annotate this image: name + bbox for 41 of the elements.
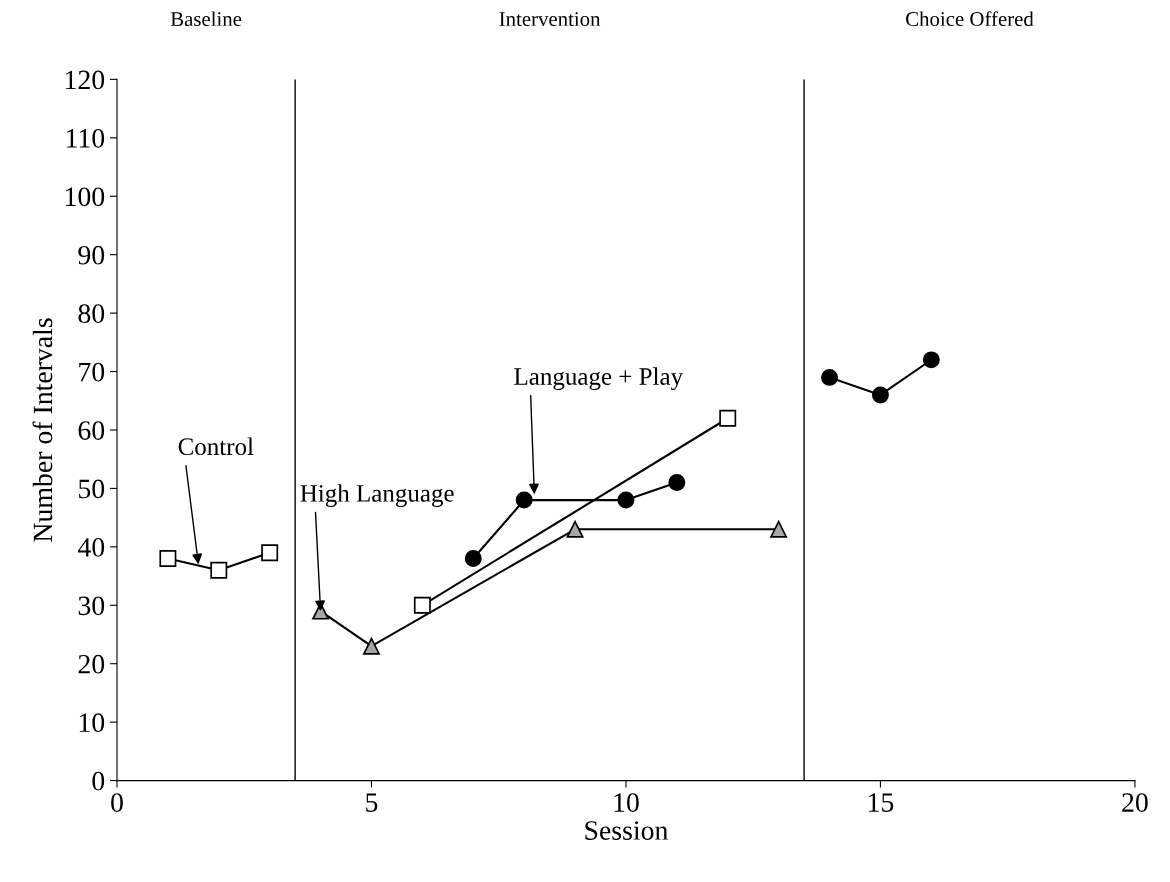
- y-tick-label: 120: [65, 70, 105, 90]
- text: Baseline: [170, 11, 242, 27]
- y-tick-label: 80: [78, 304, 105, 324]
- y-tick-label: 20: [78, 654, 105, 674]
- point: [719, 409, 737, 427]
- y-tick-label: 70: [79, 362, 105, 382]
- point: [871, 386, 889, 404]
- y-tick-label: 40: [77, 538, 105, 557]
- y-tick-label: 60: [78, 421, 105, 440]
- annotation: High Language: [300, 484, 454, 507]
- point: [515, 491, 533, 509]
- text: Choice Offered: [906, 11, 1034, 27]
- text: Intervention: [499, 12, 601, 27]
- point: [413, 596, 431, 614]
- x-tick-label: 5: [366, 793, 378, 812]
- x-tick-label: 0: [111, 793, 123, 812]
- y-tick-label: 90: [78, 245, 105, 265]
- point: [159, 550, 177, 568]
- point: [617, 491, 635, 509]
- point: [464, 550, 482, 568]
- point: [261, 544, 279, 562]
- y-tick-label: 100: [65, 187, 105, 207]
- point: [770, 520, 788, 538]
- point: [821, 368, 839, 386]
- point: [363, 637, 380, 655]
- point: [668, 474, 686, 492]
- x-tick-label: 10: [614, 793, 639, 812]
- y-tick-label: 10: [79, 713, 105, 733]
- y-tick-label: 0: [92, 771, 105, 791]
- x-tick-label: 15: [868, 793, 894, 812]
- y-tick-label: 110: [67, 128, 105, 148]
- annotation: Control: [178, 437, 254, 456]
- y-axis-title: Number of Intervals: [32, 318, 53, 542]
- point: [210, 561, 228, 579]
- point: [566, 520, 584, 538]
- y-tick-label: 30: [78, 596, 105, 616]
- x-axis-title: Session: [585, 821, 668, 840]
- y-tick-label: 50: [79, 479, 105, 499]
- point: [922, 351, 940, 369]
- x-tick-label: 20: [1122, 793, 1148, 812]
- annotation: Language + Play: [514, 367, 684, 391]
